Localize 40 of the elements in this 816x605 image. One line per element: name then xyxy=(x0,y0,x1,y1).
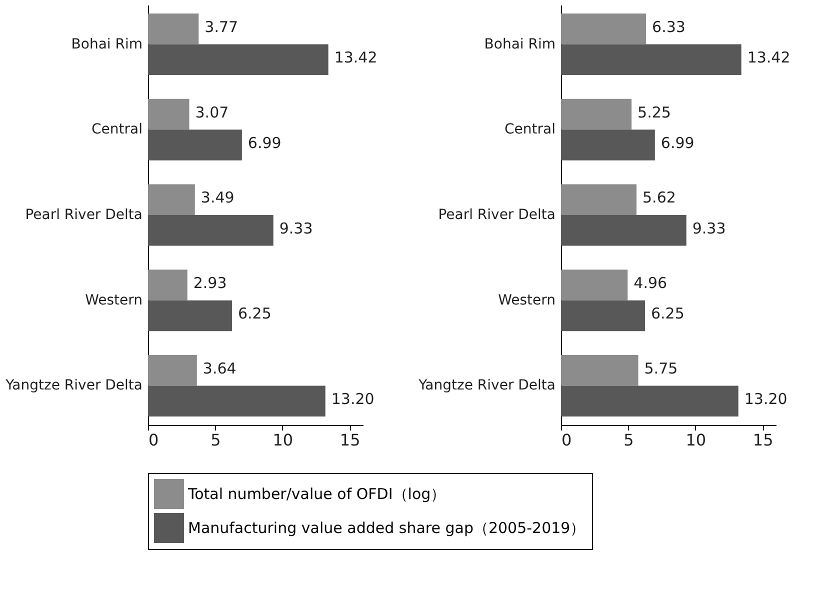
data-label: 3.49 xyxy=(200,188,234,207)
data-label: 9.33 xyxy=(279,219,313,238)
y-tick-label: Bohai Rim xyxy=(71,36,142,52)
data-label: 6.25 xyxy=(650,304,684,323)
data-label: 13.42 xyxy=(747,48,790,67)
data-label: 6.99 xyxy=(248,134,282,152)
y-tick-label: Yangtze River Delta xyxy=(4,378,142,394)
x-tick-label: 5 xyxy=(210,430,221,450)
y-tick-label: Central xyxy=(504,122,556,138)
y-tick-label: Western xyxy=(498,292,556,308)
x-tick-label: 15 xyxy=(752,430,774,450)
y-tick-label: Central xyxy=(92,122,142,138)
data-label: 3.77 xyxy=(204,18,238,36)
data-label: 6.33 xyxy=(652,18,686,36)
x-tick-label: 10 xyxy=(272,430,294,450)
data-label: 2.93 xyxy=(193,274,227,292)
data-label: 3.64 xyxy=(202,359,236,378)
x-tick-label: 0 xyxy=(148,430,159,450)
data-label: 4.96 xyxy=(634,274,668,292)
y-tick-label: Pearl River Delta xyxy=(438,207,556,223)
data-label: 6.25 xyxy=(238,304,272,323)
y-tick-label: Bohai Rim xyxy=(484,36,556,52)
legend-label: Total number/value of OFDI（log） xyxy=(187,485,446,503)
data-label: 5.75 xyxy=(644,359,678,378)
data-label: 9.33 xyxy=(692,219,726,238)
data-label: 5.62 xyxy=(642,188,676,207)
data-label: 5.25 xyxy=(638,103,671,122)
data-label: 13.20 xyxy=(331,390,374,408)
y-tick-label: Western xyxy=(85,292,142,308)
x-tick-label: 0 xyxy=(562,430,572,450)
legend-label: Manufacturing value added share gap（2005-2019） xyxy=(188,519,586,537)
x-tick-label: 15 xyxy=(340,430,360,450)
x-tick-label: 10 xyxy=(686,430,706,450)
data-label: 13.20 xyxy=(744,390,788,408)
y-tick-label: Yangtze River Delta xyxy=(418,378,556,394)
x-tick-label: 5 xyxy=(624,430,634,450)
y-tick-label: Pearl River Delta xyxy=(25,207,142,223)
data-label: 13.42 xyxy=(334,48,378,67)
data-label: 3.07 xyxy=(195,103,229,122)
data-label: 6.99 xyxy=(660,134,694,152)
